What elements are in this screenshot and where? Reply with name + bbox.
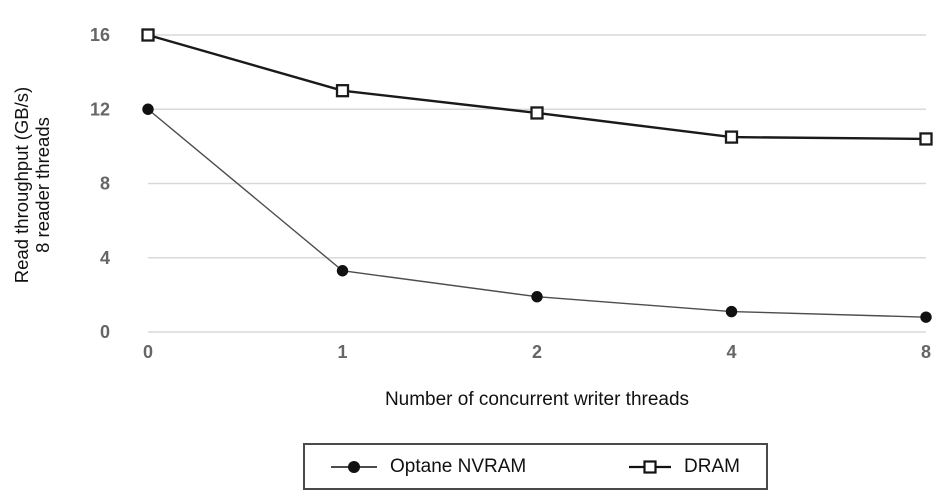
y-tick-label: 8 [100, 174, 110, 194]
series-line-optane-nvram [147, 108, 927, 318]
data-point-open-square [724, 130, 739, 144]
y-tick-label: 0 [100, 322, 110, 342]
data-point-filled-circle [142, 103, 154, 115]
x-tick-label: 2 [532, 342, 542, 362]
data-point-filled-circle [531, 291, 543, 303]
open-square-marker-icon [629, 459, 672, 474]
y-tick-label: 16 [90, 25, 110, 45]
x-tick-label: 1 [337, 342, 347, 362]
x-axis-title: Number of concurrent writer threads [384, 389, 690, 410]
x-tick-label: 8 [921, 342, 931, 362]
data-point-open-square [530, 106, 544, 120]
data-point-filled-circle [920, 311, 932, 323]
y-tick-label: 4 [100, 248, 110, 268]
x-tick-label: 4 [726, 342, 736, 362]
data-point-filled-circle [725, 305, 738, 318]
legend: Optane NVRAM DRAM [303, 443, 768, 490]
data-point-filled-circle [336, 265, 349, 277]
legend-item-optane-nvram: Optane NVRAM [331, 456, 526, 478]
series-line-dram [147, 33, 927, 141]
filled-circle-marker-icon [331, 460, 377, 473]
data-point-open-square [141, 28, 155, 42]
data-point-open-square [335, 84, 350, 98]
legend-label-dram: DRAM [684, 455, 740, 477]
x-tick-label: 0 [143, 342, 153, 362]
legend-label-optane-nvram: Optane NVRAM [390, 455, 527, 477]
legend-item-dram: DRAM [629, 456, 740, 478]
y-tick-label: 12 [90, 99, 110, 119]
data-point-open-square [919, 132, 933, 146]
